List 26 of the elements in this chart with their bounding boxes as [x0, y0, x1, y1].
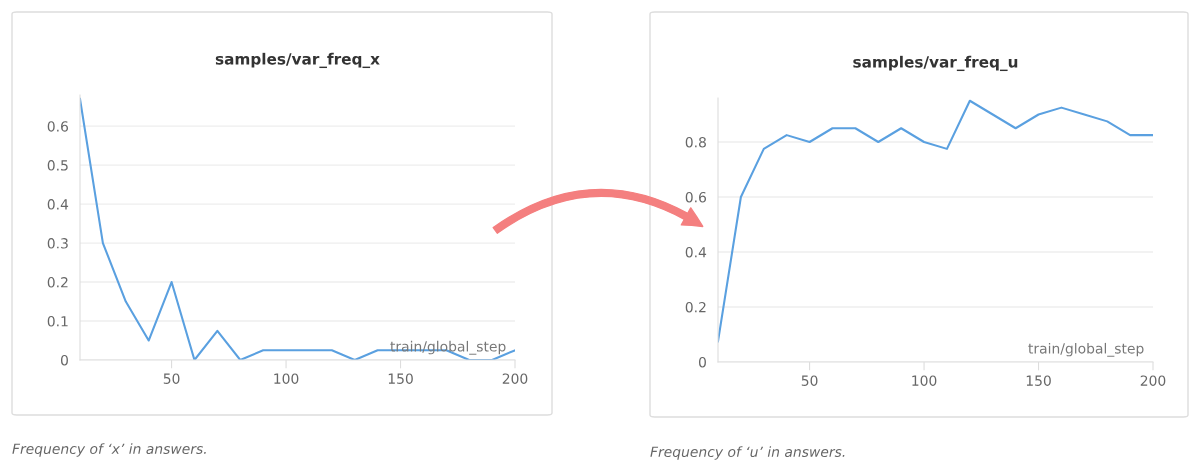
y-tick-label: 0.2 [47, 277, 68, 288]
y-tick-label: 0.5 [47, 160, 68, 171]
y-tick-label: 0.3 [47, 238, 68, 249]
y-tick-label: 0 [698, 356, 706, 368]
y-tick-label: 0.4 [47, 199, 69, 210]
y-tick-label: 0.8 [685, 136, 706, 148]
x-axis-title: train/global_step [390, 340, 506, 355]
chart-title: samples/var_freq_x [215, 52, 380, 69]
x-tick-label: 200 [1140, 375, 1166, 386]
x-tick-label: 100 [912, 375, 937, 386]
text: Frequency of ‘u’ in answers. [650, 446, 845, 460]
y-tick-label: 0.6 [685, 191, 707, 203]
x-tick-label: 50 [801, 375, 818, 386]
x-tick-label: 100 [274, 373, 299, 384]
x-tick-label: 150 [388, 373, 413, 384]
x-tick-label: 200 [502, 373, 528, 384]
text: Frequency of ‘x’ in answers. [12, 443, 206, 457]
x-tick-label: 50 [163, 373, 180, 384]
x-tick-label: 150 [1026, 375, 1051, 386]
y-tick-label: 0.6 [47, 121, 69, 132]
y-tick-label: 0.2 [685, 301, 706, 313]
y-tick-label: 0.1 [47, 316, 68, 327]
y-tick-label: 0.4 [685, 246, 707, 258]
x-axis-title: train/global_step [1028, 342, 1144, 357]
chart-title: samples/var_freq_u [853, 55, 1018, 72]
y-tick-label: 0 [60, 354, 68, 366]
